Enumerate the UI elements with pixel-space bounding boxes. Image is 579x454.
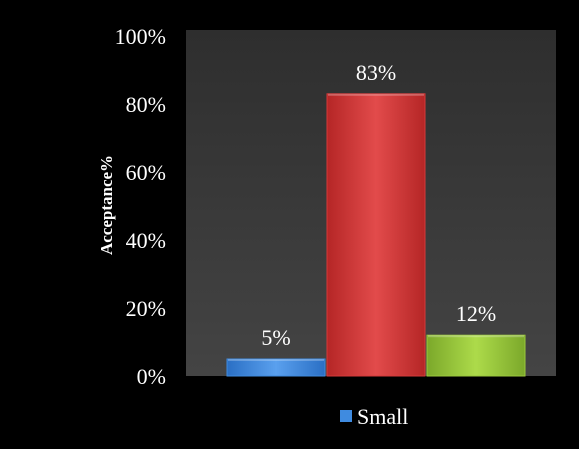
legend-marker-small: [340, 410, 352, 422]
legend-label-small: Small: [357, 404, 408, 429]
y-tick-label: 20%: [126, 296, 166, 321]
y-tick-label: 0%: [137, 364, 166, 389]
data-labels: 5% 83% 12%: [261, 60, 496, 350]
data-label-3: 12%: [456, 301, 496, 326]
y-tick-label: 40%: [126, 228, 166, 253]
legend: Small: [340, 404, 408, 429]
bar-2: [326, 93, 426, 377]
bars: [226, 93, 526, 377]
bar-highlight: [428, 335, 524, 338]
y-tick-label: 80%: [126, 92, 166, 117]
y-tick-label: 60%: [126, 160, 166, 185]
bar-highlight: [228, 359, 324, 361]
y-axis-ticks: 0% 20% 40% 60% 80% 100%: [115, 24, 166, 389]
bar-3: [426, 334, 526, 377]
data-label-2: 83%: [356, 60, 396, 85]
bar-1: [226, 358, 326, 377]
data-label-1: 5%: [261, 325, 290, 350]
y-axis-label: Acceptance%: [97, 155, 116, 255]
bar-highlight: [328, 93, 424, 96]
y-tick-label: 100%: [115, 24, 166, 49]
